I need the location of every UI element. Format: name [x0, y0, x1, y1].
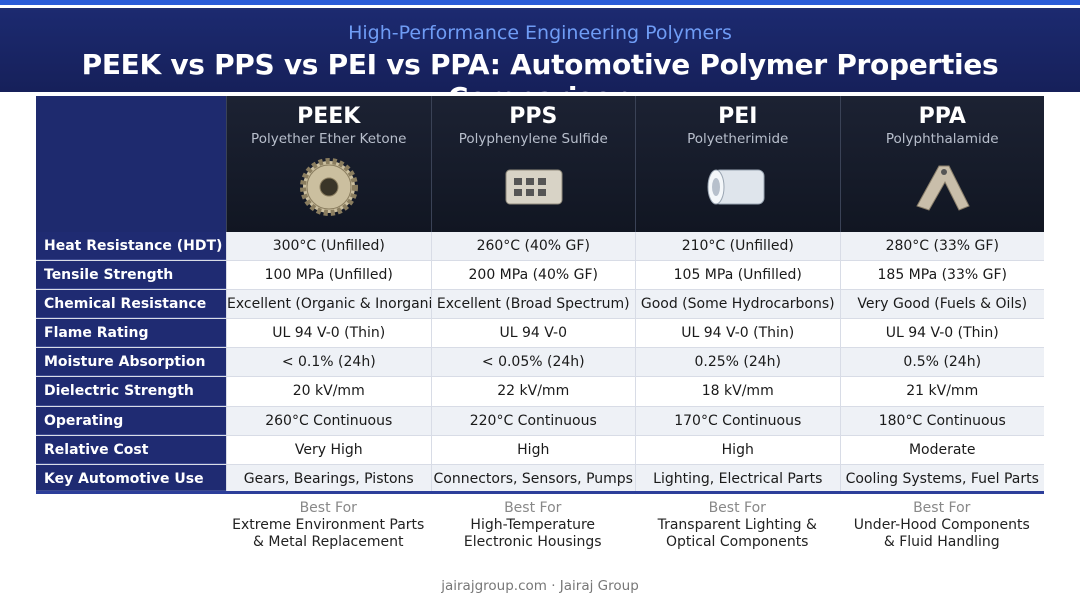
cell: 200 MPa (40% GF) [430, 261, 636, 290]
cell: Cooling Systems, Fuel Parts [839, 464, 1044, 491]
best-for-text: & Metal Replacement [253, 533, 404, 550]
corner-cell [36, 96, 226, 232]
cell: 0.25% (24h) [635, 348, 840, 377]
table-row: Flame Rating UL 94 V-0 (Thin) UL 94 V-0 UL … [36, 319, 1045, 349]
column-header: PEI Polyetherimide [635, 96, 840, 232]
row-label: Flame Rating [36, 319, 226, 348]
best-for-text: Transparent Lighting & [657, 516, 817, 533]
cell: < 0.1% (24h) [226, 348, 431, 377]
column-header: PPS Polyphenylene Sulfide [430, 96, 635, 232]
cell: High [635, 435, 840, 464]
polymer-full-name: Polyetherimide [687, 131, 789, 147]
cell: 21 kV/mm [839, 377, 1045, 406]
table-row: Moisture Absorption < 0.1% (24h) < 0.05% (… [36, 348, 1044, 378]
table-row: Relative Cost Very High High High Moderate [36, 435, 1045, 465]
comparison-table: PEEK Polyether Ether Ketone PPS Polyphenyle… [36, 96, 1044, 551]
cell: High [430, 435, 636, 464]
polymer-name: PPA [918, 104, 966, 129]
best-for-text: Electronic Housings [463, 533, 602, 550]
header: High-Performance Engineering Polymers PE… [0, 8, 1080, 114]
cell: 210°C (Unfilled) [635, 232, 840, 261]
cell: 260°C Continuous [226, 406, 431, 435]
part-icon [707, 169, 765, 205]
table-row: Operating Temperature260°C Continuous220… [36, 406, 1044, 458]
cell: UL 94 V-0 [430, 319, 636, 348]
cell: Excellent (Organic & Inorganic) [226, 290, 446, 319]
table-row: Heat Resistance (HDT) 300°C (Unfilled) 260… [36, 232, 1044, 262]
row-label: Moisture Absorption [36, 348, 226, 377]
top-bar [0, 0, 1080, 5]
column-header: PEEK Polyether Ether Ketone [226, 96, 431, 232]
best-for-text: Extreme Environment Parts [232, 516, 425, 533]
best-for: Best For Extreme Environment Parts & Metal… [226, 494, 431, 551]
row-label: Chemical Resistance [36, 290, 226, 319]
row-label: Tensile Strength [36, 261, 226, 290]
table-row: Dielectric Strength 20 kV/mm 22 kV/mm 18 kV… [36, 377, 1045, 407]
polymer-full-name: Polyphenylene Sulfide [458, 131, 608, 147]
cell: 260°C (40% GF) [430, 232, 635, 261]
cell: Very Good (Fuels & Oils) [839, 290, 1044, 319]
cell: Moderate [839, 435, 1045, 464]
best-for: Best For High-Temperature Electronic Housi… [431, 494, 636, 551]
best-for: Best For Under-Hood Components & Fluid Han… [840, 494, 1045, 551]
header-row: PEEK Polyether Ether Ketone PPS Polyphenyle… [36, 96, 1044, 232]
cell: 185 MPa (33% GF) [839, 261, 1045, 290]
best-for-label: Best For [504, 499, 562, 516]
part-icon [300, 158, 358, 216]
best-for-text: High-Temperature [470, 516, 596, 533]
table-row: Tensile Strength 100 MPa (Unfilled) 200 MP… [36, 261, 1045, 291]
cell: Connectors, Sensors, Pumps [430, 464, 635, 491]
best-for-text: & Fluid Handling [883, 533, 1000, 550]
table-body: Heat Resistance (HDT) 300°C (Unfilled) 260… [36, 232, 1044, 494]
polymer-full-name: Polyphthalamide [885, 131, 999, 147]
best-for-label: Best For [913, 499, 971, 516]
cell: Very High [226, 435, 431, 464]
row-label: Operating Temperature [36, 406, 226, 458]
part-icon [915, 165, 970, 211]
row-label: Relative Cost [36, 435, 226, 464]
cell: 0.5% (24h) [839, 348, 1044, 377]
best-for-row: Best For Extreme Environment Parts & Metal… [226, 494, 1044, 551]
cell: < 0.05% (24h) [430, 348, 635, 377]
polymer-name: PEI [718, 104, 758, 129]
cell: 180°C Continuous [839, 406, 1044, 435]
cell: Lighting, Electrical Parts [635, 464, 840, 491]
best-for-label: Best For [708, 499, 766, 516]
cell: 105 MPa (Unfilled) [635, 261, 840, 290]
row-label: Heat Resistance (HDT) [36, 232, 226, 261]
row-label: Dielectric Strength [36, 377, 226, 406]
polymer-name: PEEK [297, 104, 361, 129]
polymer-full-name: Polyether Ether Ketone [251, 131, 407, 147]
cell: 20 kV/mm [226, 377, 431, 406]
footer: jairajgroup.com · Jairaj Group [441, 578, 639, 594]
cell: 170°C Continuous [635, 406, 840, 435]
cell: 280°C (33% GF) [839, 232, 1044, 261]
cell: UL 94 V-0 (Thin) [226, 319, 431, 348]
best-for: Best For Transparent Lighting & Optical Co… [635, 494, 840, 551]
cell: 22 kV/mm [430, 377, 636, 406]
cell: UL 94 V-0 (Thin) [635, 319, 840, 348]
table-row: Chemical Resistance Excellent (Organic & … [36, 290, 1044, 320]
cell: Gears, Bearings, Pistons [226, 464, 431, 491]
cell: Good (Some Hydrocarbons) [635, 290, 840, 319]
cell: Excellent (Broad Spectrum) [430, 290, 635, 319]
part-icon [505, 169, 562, 205]
subtitle: High-Performance Engineering Polymers [348, 22, 732, 44]
row-label: Key Automotive Use [36, 464, 226, 491]
best-for-text: Optical Components [666, 533, 809, 550]
polymer-name: PPS [509, 104, 558, 129]
table-row: Key Automotive Use Gears, Bearings, Pisto… [36, 464, 1044, 494]
cell: 100 MPa (Unfilled) [226, 261, 431, 290]
column-header: PPA Polyphthalamide [839, 96, 1044, 232]
cell: UL 94 V-0 (Thin) [839, 319, 1045, 348]
cell: 220°C Continuous [430, 406, 635, 435]
cell: 300°C (Unfilled) [226, 232, 431, 261]
best-for-label: Best For [299, 499, 357, 516]
best-for-text: Under-Hood Components [853, 516, 1030, 533]
cell: 18 kV/mm [635, 377, 840, 406]
